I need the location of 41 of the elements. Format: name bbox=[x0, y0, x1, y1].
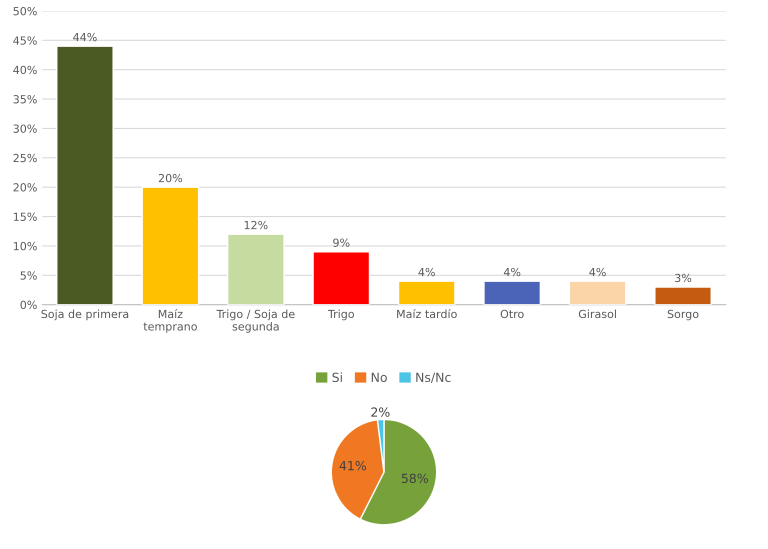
legend-label: Si bbox=[332, 372, 342, 382]
y-tick-label: 20% bbox=[13, 183, 37, 192]
data-label: 3% bbox=[675, 274, 692, 282]
data-label: 58% bbox=[402, 474, 428, 484]
x-tick-label: Maíz tardío bbox=[397, 309, 457, 318]
bar bbox=[654, 286, 712, 305]
x-tick-label: Sorgo bbox=[668, 310, 698, 320]
y-tick-label: 45% bbox=[13, 36, 37, 45]
bar bbox=[568, 280, 626, 305]
y-tick-label: 50% bbox=[14, 6, 37, 16]
bar bbox=[312, 251, 370, 305]
x-tick-label: Trigo / Soja de segunda bbox=[216, 310, 295, 333]
y-tick-label: 40% bbox=[13, 66, 37, 74]
data-label: 9% bbox=[333, 238, 350, 247]
data-label: 2% bbox=[371, 407, 390, 417]
bar bbox=[56, 46, 114, 305]
x-tick-label: Trigo bbox=[328, 310, 354, 320]
data-label: 12% bbox=[244, 220, 268, 230]
y-tick-label: 15% bbox=[14, 212, 37, 221]
data-label: 4% bbox=[589, 268, 606, 276]
data-label: 44% bbox=[73, 32, 97, 42]
x-tick-label: Maíz temprano bbox=[144, 309, 197, 333]
bar bbox=[142, 186, 200, 305]
x-tick-label: Otro bbox=[500, 310, 524, 318]
y-tick-label: 30% bbox=[14, 124, 37, 133]
data-label: 41% bbox=[340, 460, 366, 470]
data-label: 4% bbox=[418, 268, 435, 276]
y-tick-label: 10% bbox=[14, 242, 37, 250]
y-tick-label: 25% bbox=[13, 154, 37, 162]
y-tick-label: 0% bbox=[20, 300, 37, 310]
y-tick-label: 5% bbox=[20, 271, 37, 280]
data-label: 4% bbox=[504, 268, 520, 276]
x-tick-label: Girasol bbox=[578, 310, 616, 318]
x-tick-label: Soja de primera bbox=[41, 310, 128, 320]
bar bbox=[483, 280, 542, 305]
data-label: 20% bbox=[158, 174, 182, 182]
bar bbox=[226, 234, 285, 305]
legend-label: No bbox=[372, 372, 387, 382]
bar bbox=[398, 280, 456, 305]
y-tick-label: 35% bbox=[14, 95, 37, 104]
legend-label: Ns/Nc bbox=[416, 372, 451, 384]
